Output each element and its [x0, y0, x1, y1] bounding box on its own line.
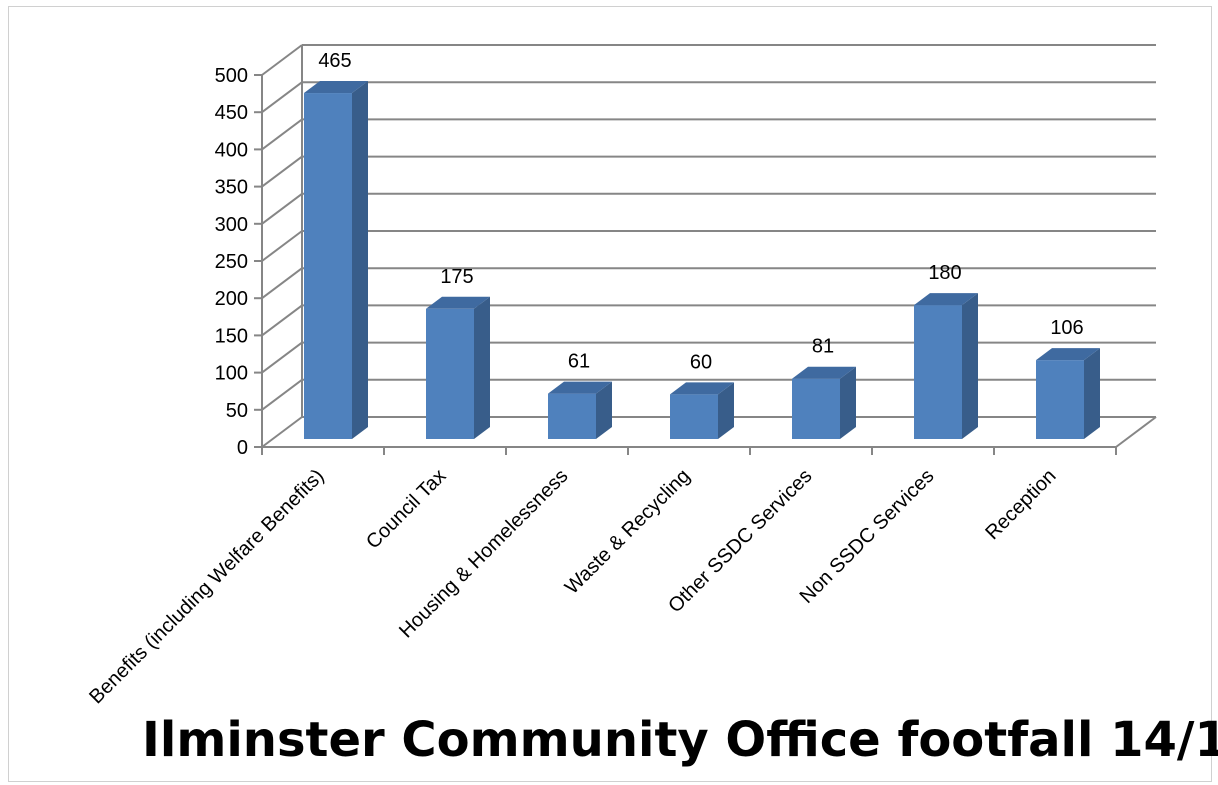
bar-front-face	[670, 394, 718, 439]
y-tick-label: 350	[215, 177, 248, 199]
y-tick-label: 0	[237, 437, 248, 459]
category-label: Reception	[981, 465, 1060, 544]
bar	[426, 296, 490, 439]
y-tick-label: 50	[226, 400, 248, 422]
gridline-diagonal	[261, 230, 303, 262]
bar	[792, 366, 856, 439]
chart-title: Ilminster Community Office footfall 14/1…	[142, 712, 1218, 768]
bar	[548, 381, 612, 439]
bar	[670, 382, 734, 439]
data-label: 180	[928, 262, 961, 284]
gridline-diagonal	[261, 118, 303, 151]
bar-top-face	[792, 366, 856, 379]
y-tick-label: 300	[215, 214, 248, 236]
bar-front-face	[548, 393, 596, 439]
gridline-diagonal	[261, 416, 303, 448]
data-label: 81	[812, 336, 834, 358]
gridline-diagonal	[261, 304, 303, 337]
bar-side-face	[352, 81, 368, 439]
data-label: 465	[318, 50, 351, 72]
bar-side-face	[962, 293, 978, 439]
gridline-diagonal	[261, 155, 303, 188]
gridline-diagonal	[261, 378, 303, 411]
bar-side-face	[718, 382, 734, 439]
y-tick-label: 500	[215, 65, 248, 87]
y-tick-label: 100	[215, 363, 248, 385]
y-tick-label: 400	[215, 139, 248, 161]
gridline-diagonal	[261, 44, 303, 76]
gridline-diagonal	[261, 81, 303, 113]
bar-top-face	[914, 293, 978, 306]
gridline-diagonal	[261, 267, 303, 300]
bar	[914, 293, 978, 439]
bar-side-face	[1084, 348, 1100, 439]
category-label: Council Tax	[362, 465, 450, 553]
bar-top-face	[304, 81, 368, 94]
chart-frame	[8, 6, 1212, 782]
data-label: 60	[690, 351, 712, 373]
bar-side-face	[840, 366, 856, 439]
category-label: Benefits (including Welfare Benefits)	[85, 465, 328, 708]
bar	[1036, 348, 1100, 439]
data-label: 61	[568, 351, 590, 373]
bar-top-face	[426, 296, 490, 309]
bar-front-face	[1036, 360, 1084, 439]
gridline-diagonal	[261, 193, 303, 225]
data-label: 106	[1050, 317, 1083, 339]
bar-front-face	[304, 93, 352, 439]
data-label: 175	[440, 266, 473, 288]
category-label: Non SSDC Services	[796, 465, 939, 608]
y-tick-label: 200	[215, 288, 248, 310]
bar-side-face	[596, 381, 612, 439]
y-tick-label: 250	[215, 251, 248, 273]
y-tick-label: 150	[215, 325, 248, 347]
bar-front-face	[426, 308, 474, 439]
bar-front-face	[914, 305, 962, 439]
gridline-diagonal	[261, 341, 303, 374]
bar	[304, 81, 368, 439]
bar-top-face	[670, 382, 734, 395]
bar-top-face	[1036, 348, 1100, 361]
floor-edge	[1115, 416, 1157, 448]
y-tick-label: 450	[215, 102, 248, 124]
bar-front-face	[792, 378, 840, 439]
bar-top-face	[548, 381, 612, 394]
bar-side-face	[474, 296, 490, 439]
category-label: Waste & Recycling	[561, 465, 695, 599]
